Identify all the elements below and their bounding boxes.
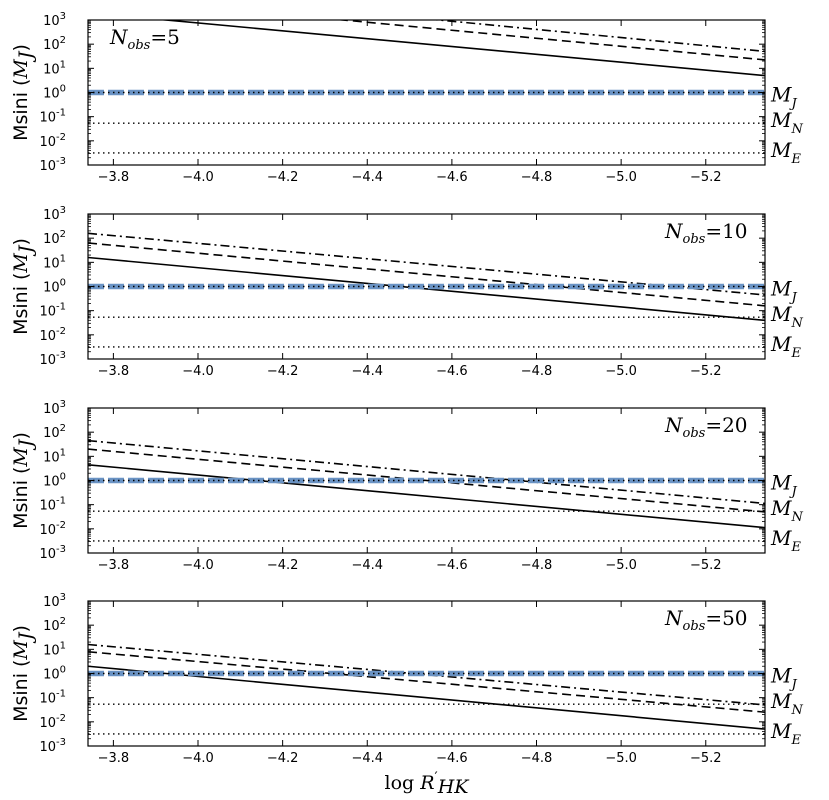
panel-nobs-50: −3.8 −4.0 −4.2 −4.4 −4.6 −4.8 −5.0 −5.2 103 102 10… bbox=[10, 592, 803, 766]
x-tick-label: −3.8 bbox=[98, 751, 130, 766]
x-tick-label: −4.8 bbox=[521, 751, 553, 766]
series-solid bbox=[88, 665, 765, 730]
x-tick-label: −4.2 bbox=[267, 558, 299, 573]
x-tick-label: −3.8 bbox=[98, 558, 130, 573]
panel-series bbox=[88, 439, 765, 542]
x-tick-label: −5.2 bbox=[690, 364, 722, 379]
n-obs-annotation: Nobs=10 bbox=[664, 219, 748, 247]
y-tick-label: 10-2 bbox=[39, 713, 66, 731]
y-tick-label: 10-2 bbox=[39, 132, 66, 150]
y-tick-label: 10-3 bbox=[39, 350, 66, 368]
y-tick-label: 10-1 bbox=[39, 496, 66, 514]
x-tick-label: −4.2 bbox=[267, 364, 299, 379]
x-tick-label: −5.0 bbox=[605, 364, 637, 379]
panel-series bbox=[88, 232, 765, 348]
mass-label-j: MJ bbox=[770, 664, 797, 693]
panel-nobs-20: −3.8 −4.0 −4.2 −4.4 −4.6 −4.8 −5.0 −5.2 103 102 10… bbox=[10, 399, 803, 573]
y-tick-label: 103 bbox=[43, 399, 66, 417]
y-tick-label: 101 bbox=[43, 640, 66, 658]
mass-label-j: MJ bbox=[770, 83, 797, 112]
x-tick-label: −4.8 bbox=[521, 170, 553, 185]
y-tick-label: 103 bbox=[43, 205, 66, 223]
y-tick-label: 10-1 bbox=[39, 689, 66, 707]
mass-label-n: MN bbox=[770, 689, 803, 718]
mass-label-e: ME bbox=[770, 138, 801, 167]
series-dashed bbox=[88, 242, 765, 307]
y-tick-label: 10-3 bbox=[39, 156, 66, 174]
x-tick-label: −3.8 bbox=[98, 364, 130, 379]
x-tick-label: −4.2 bbox=[267, 751, 299, 766]
panel-nobs-5: −3.8 −4.0 −4.2 −4.4 −4.6 −4.8 −5.0 −5.2 103 102 10… bbox=[10, 11, 803, 185]
x-tick-label: −3.8 bbox=[98, 170, 130, 185]
y-tick-label: 102 bbox=[43, 229, 66, 247]
x-tick-label: −4.0 bbox=[182, 364, 214, 379]
n-obs-annotation: Nobs=50 bbox=[664, 606, 748, 634]
x-tick-label: −4.0 bbox=[182, 170, 214, 185]
series-dashdot bbox=[88, 439, 765, 505]
x-tick-label: −4.8 bbox=[521, 558, 553, 573]
panel-nobs-10: −3.8 −4.0 −4.2 −4.4 −4.6 −4.8 −5.0 −5.2 103 102 10… bbox=[10, 205, 803, 379]
x-tick-label: −4.4 bbox=[351, 170, 383, 185]
x-tick-label: −4.4 bbox=[351, 558, 383, 573]
y-tick-label: 10-2 bbox=[39, 520, 66, 538]
y-tick-label: 100 bbox=[43, 665, 66, 683]
x-tick-label: −4.0 bbox=[182, 751, 214, 766]
mass-label-n: MN bbox=[770, 496, 803, 525]
x-tick-label: −5.0 bbox=[605, 751, 637, 766]
y-tick-label: 10-1 bbox=[39, 302, 66, 320]
mass-label-j: MJ bbox=[770, 471, 797, 500]
y-tick-label: 100 bbox=[43, 472, 66, 490]
series-solid bbox=[88, 256, 765, 322]
y-tick-label: 101 bbox=[43, 447, 66, 465]
panel-series bbox=[88, 643, 765, 735]
x-axis-label: log R′HK bbox=[385, 770, 471, 798]
y-tick-label: 102 bbox=[43, 616, 66, 634]
series-dashed bbox=[88, 650, 765, 713]
x-tick-label: −4.6 bbox=[436, 558, 468, 573]
x-tick-label: −4.6 bbox=[436, 751, 468, 766]
mass-label-n: MN bbox=[770, 108, 803, 137]
y-tick-label: 103 bbox=[43, 592, 66, 610]
y-tick-label: 101 bbox=[43, 59, 66, 77]
mass-label-n: MN bbox=[770, 302, 803, 331]
y-axis-label: Msini (MJ) bbox=[10, 238, 37, 335]
n-obs-annotation: Nobs=20 bbox=[664, 413, 748, 441]
mass-label-e: ME bbox=[770, 526, 801, 555]
y-tick-label: 10-1 bbox=[39, 108, 66, 126]
x-tick-label: −4.2 bbox=[267, 170, 299, 185]
y-tick-label: 10-3 bbox=[39, 737, 66, 755]
y-tick-label: 10-2 bbox=[39, 326, 66, 344]
x-tick-label: −5.2 bbox=[690, 751, 722, 766]
series-solid bbox=[88, 463, 765, 529]
y-axis-label: Msini (MJ) bbox=[10, 44, 37, 141]
mass-label-e: ME bbox=[770, 719, 801, 748]
series-dashed bbox=[334, 20, 765, 61]
x-tick-label: −4.4 bbox=[351, 751, 383, 766]
x-tick-label: −4.6 bbox=[436, 364, 468, 379]
y-axis-label: Msini (MJ) bbox=[10, 432, 37, 529]
x-tick-label: −4.8 bbox=[521, 364, 553, 379]
y-axis-label: Msini (MJ) bbox=[10, 625, 37, 722]
x-tick-label: −5.2 bbox=[690, 170, 722, 185]
x-tick-label: −4.4 bbox=[351, 364, 383, 379]
x-tick-label: −5.0 bbox=[605, 170, 637, 185]
mass-label-j: MJ bbox=[770, 277, 797, 306]
y-tick-label: 10-3 bbox=[39, 544, 66, 562]
series-solid bbox=[157, 20, 765, 77]
x-tick-label: −4.0 bbox=[182, 558, 214, 573]
y-tick-label: 102 bbox=[43, 423, 66, 441]
series-dashed bbox=[88, 448, 765, 513]
y-tick-label: 103 bbox=[43, 11, 66, 29]
y-tick-label: 101 bbox=[43, 253, 66, 271]
x-tick-label: −5.0 bbox=[605, 558, 637, 573]
y-tick-label: 102 bbox=[43, 35, 66, 53]
x-tick-label: −5.2 bbox=[690, 558, 722, 573]
mass-label-e: ME bbox=[770, 332, 801, 361]
n-obs-annotation: Nobs=5 bbox=[109, 25, 180, 53]
y-tick-label: 100 bbox=[43, 278, 66, 296]
x-tick-label: −4.6 bbox=[436, 170, 468, 185]
panel-series bbox=[88, 20, 765, 154]
y-tick-label: 100 bbox=[43, 84, 66, 102]
